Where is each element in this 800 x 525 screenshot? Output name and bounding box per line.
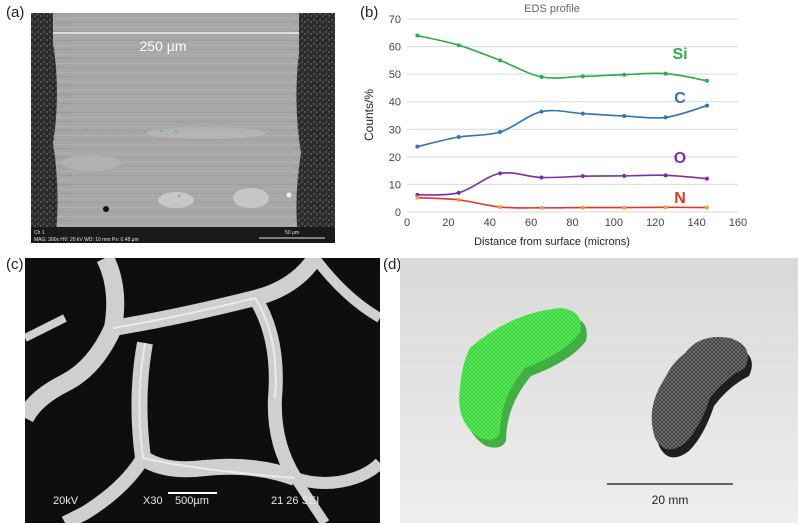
x-tick-label: 40	[484, 217, 496, 229]
panel-c-kv: 20kV	[53, 495, 79, 507]
data-point-n	[456, 197, 461, 202]
x-tick-label: 20	[442, 217, 454, 229]
y-tick-label: 20	[389, 152, 401, 164]
data-point-o	[456, 190, 461, 195]
panel-a-svg: 250 µm Ch 1 MAG: 300x HV: 20 kV WD: 10 m…	[31, 13, 335, 243]
chart-axes: 0 10 20 30 40 50 60 70 0 20 40 60 80 100 120 140 160	[389, 14, 747, 229]
panel-b-chart: 0 10 20 30 40 50 60 70 0 20 40 60 80 100 120 140 160 Si C…	[355, 0, 800, 250]
data-point-c	[622, 114, 627, 119]
y-tick-label: 50	[389, 69, 401, 81]
data-point-c	[663, 115, 668, 120]
series-label-n: N	[674, 190, 686, 207]
data-point-n	[663, 205, 668, 210]
series-label-si: Si	[672, 46, 687, 63]
x-tick-label: 120	[646, 217, 664, 229]
data-point-c	[415, 144, 420, 149]
series-label-c: C	[674, 90, 686, 107]
data-point-si	[456, 43, 461, 48]
data-point-c	[498, 130, 503, 135]
data-point-n	[704, 205, 709, 210]
panel-a-footer-line2: MAG: 300x HV: 20 kV WD: 10 mm Px: 0.48 µ…	[34, 237, 139, 243]
data-point-o	[622, 173, 627, 178]
y-tick-label: 70	[389, 14, 401, 26]
x-tick-label: 160	[729, 217, 747, 229]
data-point-si	[622, 72, 627, 77]
data-point-n	[539, 205, 544, 210]
chart-grid	[407, 18, 738, 213]
panel-b-label: (b)	[360, 4, 379, 21]
y-tick-label: 60	[389, 42, 401, 54]
series-label-o: O	[674, 150, 686, 167]
data-point-si	[580, 74, 585, 79]
panel-c-svg: 20kV X30 500µm 21 26 SEI	[25, 258, 380, 523]
panel-c-id: 21 26 SEI	[271, 495, 319, 507]
panel-a-sem-image: 250 µm Ch 1 MAG: 300x HV: 20 kV WD: 10 m…	[31, 13, 335, 243]
panel-a-footer-line1: Ch 1	[34, 230, 45, 236]
data-point-c	[539, 109, 544, 114]
x-tick-label: 0	[404, 217, 410, 229]
data-point-si	[663, 71, 668, 76]
panel-c-sem-image: 20kV X30 500µm 21 26 SEI	[25, 258, 380, 523]
data-point-n	[622, 205, 627, 210]
panel-a-label: (a)	[6, 4, 25, 21]
data-point-si	[704, 78, 709, 83]
series-line-c	[417, 104, 708, 148]
data-point-o	[539, 175, 544, 180]
data-point-si	[539, 74, 544, 79]
y-tick-label: 40	[389, 97, 401, 109]
panel-a-scalebar-label: 50 µm	[285, 230, 299, 236]
chart-y-axis-label: Counts/%	[362, 89, 376, 141]
chart-x-axis-label: Distance from surface (microns)	[474, 236, 630, 248]
data-point-o	[704, 176, 709, 181]
y-tick-label: 30	[389, 124, 401, 136]
panel-d-label: (d)	[383, 256, 402, 273]
x-tick-label: 60	[525, 217, 537, 229]
data-point-c	[580, 111, 585, 116]
data-point-o	[663, 173, 668, 178]
data-point-c	[704, 103, 709, 108]
data-point-c	[456, 135, 461, 140]
panel-a-scale-label: 250 µm	[140, 38, 187, 54]
data-point-n	[498, 205, 503, 210]
series-line-o	[417, 172, 708, 196]
data-point-n	[580, 205, 585, 210]
data-point-si	[498, 58, 503, 63]
x-tick-label: 100	[605, 217, 623, 229]
data-point-o	[498, 171, 503, 176]
y-tick-label: 0	[395, 207, 401, 219]
data-point-n	[415, 195, 420, 200]
x-tick-label: 140	[687, 217, 705, 229]
chart-series: Si C O N	[415, 33, 709, 210]
panel-c-mag: X30	[143, 495, 163, 507]
panel-c-scale-label: 500µm	[175, 495, 209, 507]
y-tick-label: 10	[389, 179, 401, 191]
panel-d-scale-label: 20 mm	[652, 493, 689, 507]
data-point-o	[580, 174, 585, 179]
x-tick-label: 80	[566, 217, 578, 229]
chart-title: EDS profile	[524, 3, 580, 15]
panel-d-photo: 20 mm	[400, 258, 798, 523]
data-point-si	[415, 33, 420, 38]
panel-d-svg: 20 mm	[400, 258, 798, 523]
series-line-n	[417, 196, 707, 209]
series-line-si	[417, 34, 708, 82]
data-point-o	[415, 192, 420, 197]
panel-c-label: (c)	[6, 256, 24, 273]
eds-chart-svg: 0 10 20 30 40 50 60 70 0 20 40 60 80 100 120 140 160 Si C…	[362, 3, 747, 248]
